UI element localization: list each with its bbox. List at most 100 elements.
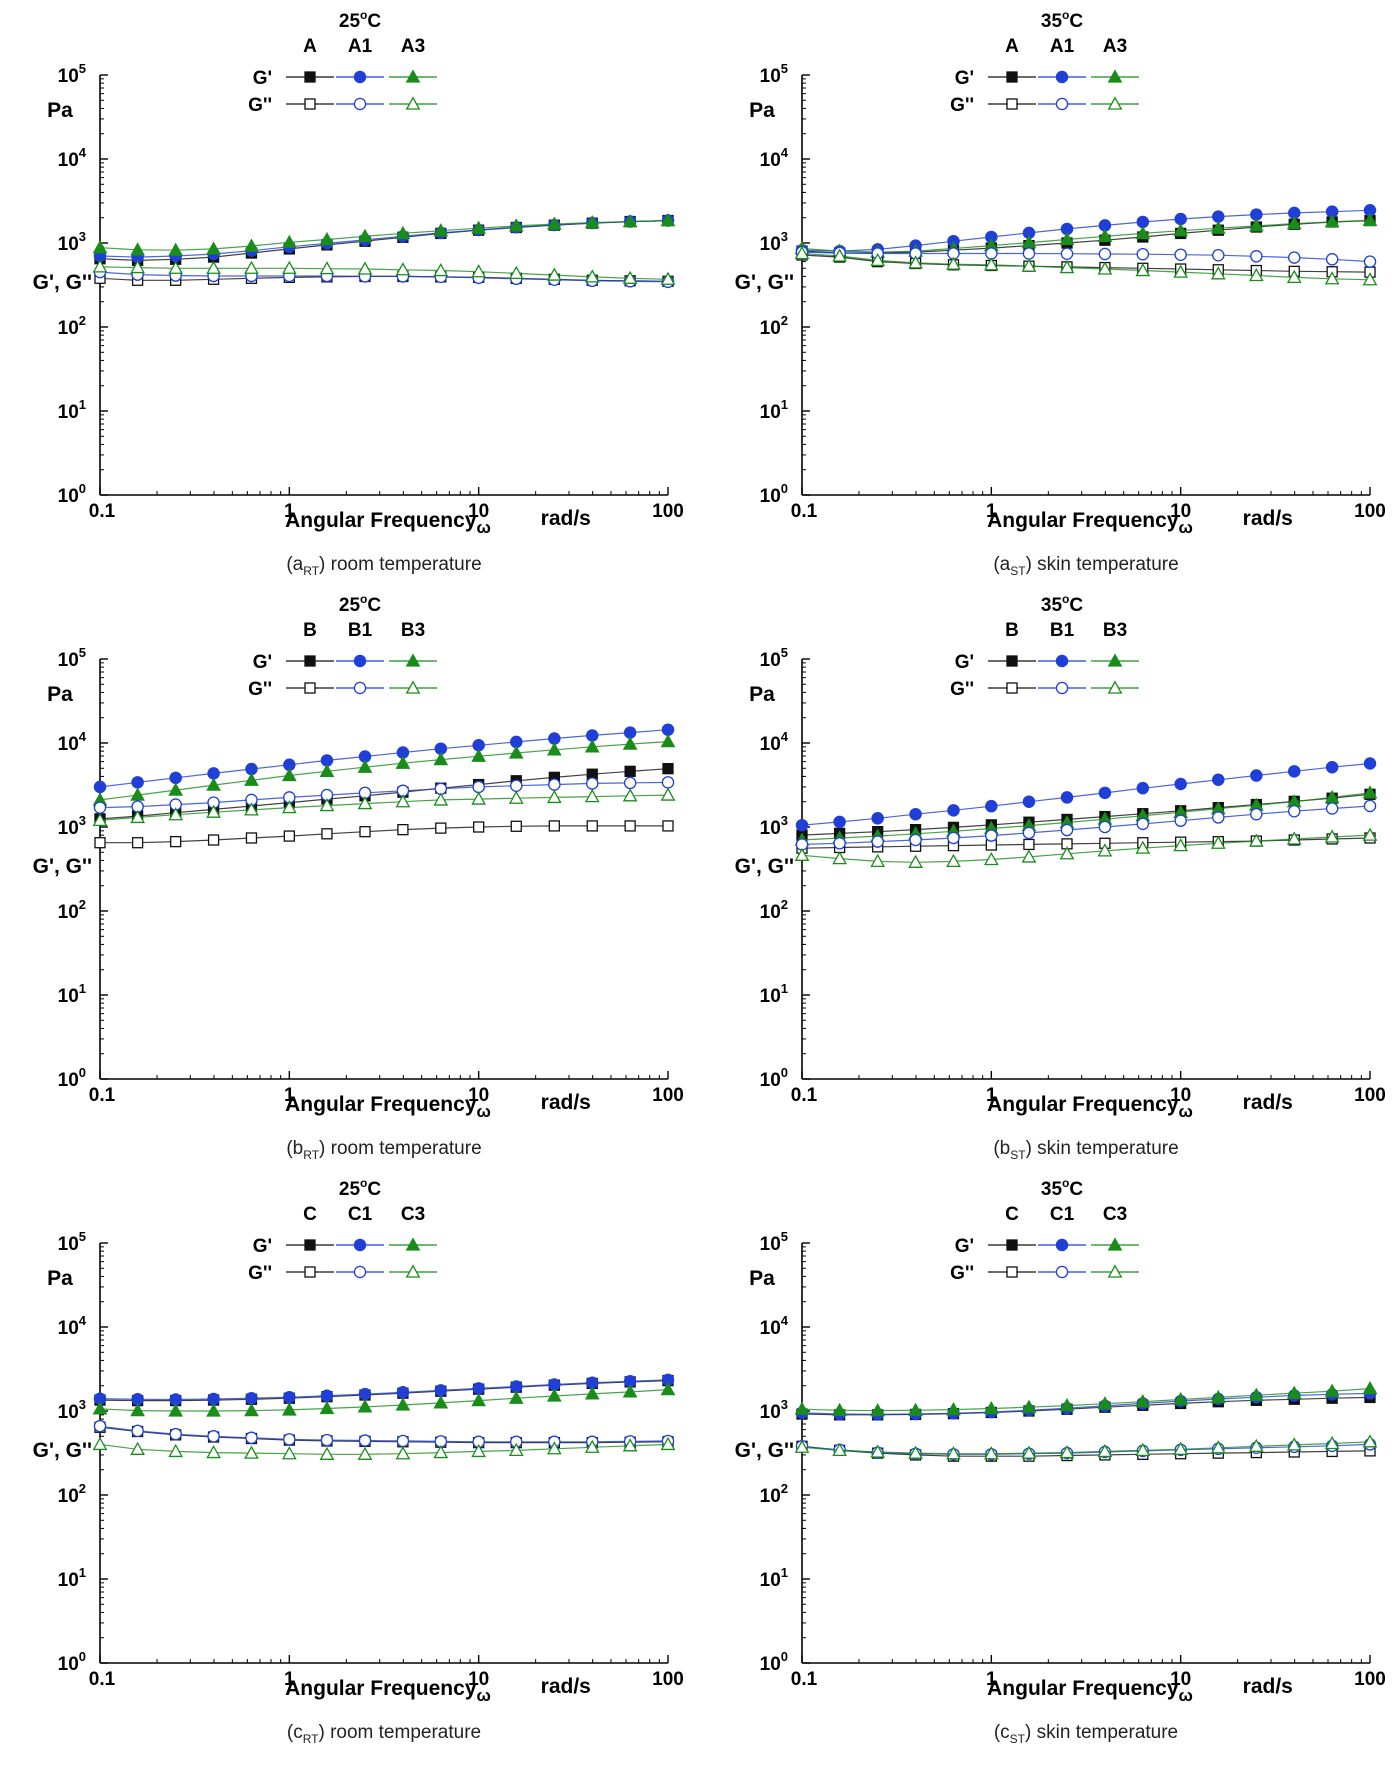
data-point <box>946 853 961 868</box>
data-point <box>1286 1385 1302 1399</box>
legend-marker <box>304 682 316 694</box>
data-point <box>1324 1383 1340 1397</box>
data-point <box>833 837 846 850</box>
legend-sample-label: A1 <box>348 36 373 57</box>
data-point <box>92 812 108 826</box>
data-point <box>1248 1438 1264 1452</box>
data-point <box>433 1444 449 1459</box>
series-c3-loss <box>92 1436 676 1460</box>
legend-sample-label: A <box>303 36 317 57</box>
data-point <box>1021 1399 1037 1413</box>
data-point <box>281 260 297 274</box>
data-point <box>131 1424 144 1438</box>
legend-row-label: G' <box>253 1236 272 1257</box>
data-point <box>206 1403 221 1417</box>
data-point <box>357 759 373 773</box>
data-point <box>623 776 637 790</box>
series-b3-storage <box>92 733 676 806</box>
y-tick-label: 105 <box>760 61 788 87</box>
y-tick-label: 100 <box>58 1065 86 1091</box>
x-tick-label: 10 <box>1170 1669 1191 1690</box>
data-point <box>319 261 335 275</box>
legend-row-label: G'' <box>950 1263 974 1284</box>
legend-marker <box>304 1239 316 1251</box>
data-point <box>319 1446 335 1460</box>
series-line <box>801 1441 1371 1455</box>
data-point <box>947 831 960 845</box>
y-tick-label: 104 <box>58 729 87 755</box>
legend-row-label: G'' <box>248 1263 272 1284</box>
panel-caption: (bRT) room temperature <box>286 1138 481 1162</box>
data-point <box>396 1434 410 1448</box>
legend-marker <box>405 1264 421 1278</box>
x-axis-title: Angular Frequencyω <box>987 509 1193 537</box>
series-line <box>801 220 1371 254</box>
x-tick-label: 0.1 <box>89 1085 116 1106</box>
legend-sample-label: B1 <box>1050 620 1075 641</box>
x-tick-label: 0.1 <box>89 501 116 522</box>
data-point <box>1173 838 1189 852</box>
panel-caption: (bST) skin temperature <box>993 1138 1178 1162</box>
data-point <box>508 218 524 232</box>
data-point <box>908 1402 923 1416</box>
x-axis-unit: rad/s <box>541 507 591 530</box>
x-axis-unit: rad/s <box>541 1675 591 1698</box>
series-line <box>99 781 669 809</box>
x-tick-label: 0.1 <box>791 1085 818 1106</box>
data-point <box>319 231 335 246</box>
legend-entry <box>1038 1265 1086 1279</box>
legend-marker <box>304 1266 316 1278</box>
data-point <box>168 242 184 256</box>
legend-row-label: G'' <box>248 679 272 700</box>
series-line <box>99 1426 669 1444</box>
series-b3-loss <box>794 827 1378 868</box>
data-point <box>1097 843 1113 857</box>
x-axis-title: Angular Frequencyω <box>987 1677 1193 1705</box>
data-point <box>624 765 636 777</box>
legend-sample-label: C1 <box>348 1204 373 1225</box>
y-axis-unit: Pa <box>47 683 73 706</box>
legend-entry <box>988 98 1036 110</box>
legend-marker <box>1107 96 1123 110</box>
y-tick-label: 105 <box>58 645 86 671</box>
x-axis-title: Angular Frequencyω <box>987 1093 1193 1121</box>
data-point <box>207 767 220 780</box>
data-point <box>870 1403 886 1417</box>
data-point <box>794 245 810 260</box>
data-point <box>1324 271 1340 285</box>
y-tick-label: 103 <box>760 813 788 839</box>
data-point <box>662 820 674 832</box>
data-point <box>1210 220 1226 234</box>
legend-marker <box>405 680 421 694</box>
legend-marker <box>1107 1237 1123 1251</box>
legend-marker <box>1006 655 1018 667</box>
x-tick-label: 1 <box>986 501 997 522</box>
legend-entry <box>1091 680 1139 694</box>
data-point <box>168 807 184 821</box>
data-point <box>131 776 144 789</box>
series-line <box>801 834 1371 863</box>
data-point <box>1325 253 1339 266</box>
series-line <box>801 252 1371 281</box>
y-tick-label: 101 <box>760 397 788 423</box>
data-point <box>320 1389 334 1402</box>
data-point <box>1060 823 1074 837</box>
series-line <box>99 741 669 801</box>
data-point <box>1098 786 1112 800</box>
data-point <box>508 1390 524 1404</box>
y-tick-label: 102 <box>760 313 788 339</box>
data-point <box>832 248 847 262</box>
series-line <box>801 805 1371 845</box>
legend-entry <box>286 655 334 667</box>
data-point <box>92 240 108 254</box>
data-point <box>546 267 562 281</box>
data-point <box>585 777 599 790</box>
data-point <box>584 269 600 283</box>
y-tick-label: 105 <box>760 645 788 671</box>
data-point <box>983 851 999 866</box>
data-point <box>1248 1387 1264 1401</box>
data-point <box>622 736 638 750</box>
legend-entry <box>336 1265 384 1279</box>
data-point <box>1174 814 1187 827</box>
data-point <box>1098 247 1112 261</box>
